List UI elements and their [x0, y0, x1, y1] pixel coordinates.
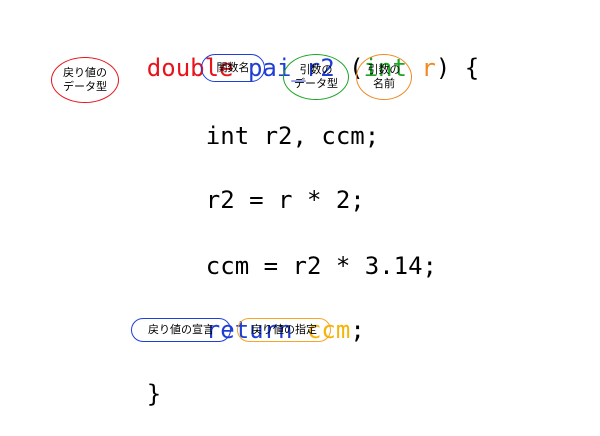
annotation-param-type: 引数の データ型: [283, 54, 349, 100]
closing-brace-token: }: [146, 380, 162, 408]
assignment-line-2: ccm = r2 * 3.14;: [148, 224, 437, 308]
assignment-text-2: ccm = r2 * 3.14;: [205, 252, 437, 280]
annotation-return-declaration: 戻り値の宣言: [131, 318, 231, 342]
return-semicolon-token: ;: [350, 316, 365, 344]
annotation-function-name: 関数名: [201, 54, 265, 82]
declaration-line: int r2, ccm;: [148, 94, 379, 178]
annotation-param-name: 引数の 名前: [356, 54, 412, 100]
closing-brace-line: }: [89, 352, 161, 436]
annotation-return-specification: 戻り値の指定: [237, 318, 331, 342]
assignment-text-1: r2 = r * 2;: [205, 186, 365, 214]
declaration-text: int r2, ccm;: [205, 122, 380, 150]
return-type-token: double: [146, 54, 234, 82]
code-diagram: double pai_r2 (int r) { int r2, ccm; r2 …: [51, 54, 480, 408]
annotation-return-type: 戻り値の データ型: [51, 57, 119, 103]
assignment-line-1: r2 = r * 2;: [148, 158, 365, 242]
param-name-token: r: [421, 54, 436, 82]
close-paren-brace-token: ) {: [435, 54, 480, 82]
